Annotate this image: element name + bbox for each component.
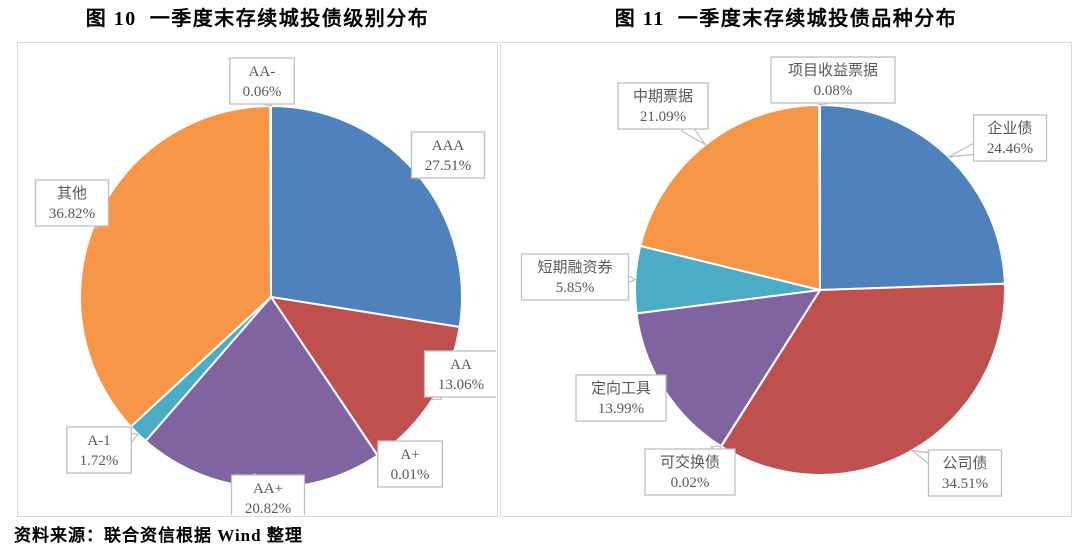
rating-distribution-pie-chart: AAA 27.51% AA 13.06% A+ 0.01% AA+ 20.82% A-1 1.72… [34,57,496,515]
callout-label-其他: 其他 36.82% [49,185,95,222]
callout-box-定向工具 [575,374,667,422]
callout-label-项目收益票据: 项目收益票据 0.08% [788,62,878,99]
callout-label-可交换债: 可交换债 0.02% [660,453,720,491]
callout-label-中期票据: 中期票据 21.09% [633,88,693,125]
bond-type-distribution-pie-chart: 企业债 24.46% 公司债 34.51% 可交换债 0.02%定向工具 13.99% 短期融… [520,56,1048,497]
callout-box-AA+ [230,474,306,515]
callout-box-AAA [410,131,486,179]
figure-titles-row: 图 10 一季度末存续城投债级别分布 图 11 一季度末存续城投债品种分布 [0,4,1080,38]
callout-label-AA: AA 13.06% [438,357,484,393]
callout-label-企业债: 企业债 24.46% [987,119,1033,157]
callout-box-项目收益票据 [770,56,896,104]
figure-11-chart-panel: 企业债 24.46% 公司债 34.51% 可交换债 0.02% 定向工具 13.99% 短期融… [500,42,1072,517]
callout-box-AA [423,350,496,398]
callout-label-A+: A+ 0.01% [391,447,430,483]
callout-label-AA+: AA+ 20.82% [245,481,291,515]
source-note: 资料来源：联合资信根据 Wind 整理 [14,526,303,545]
figure-10-chart-panel: AAA 27.51% AA 13.06% A+ 0.01% AA+ 20.82% A-1 1.72… [17,42,498,517]
callout-label-AA-: AA-0.06% [243,64,282,100]
callout-box-可交换债 [644,448,736,496]
callout-box-公司债 [927,449,1003,497]
pie-slice-AA- [269,104,272,298]
callout-box-A+ [377,440,443,488]
callout-label-AAA: AAA 27.51% [425,138,471,174]
callout-label-定向工具: 定向工具 13.99% [591,380,651,417]
callout-box-企业债 [972,114,1048,162]
pie-slice-项目收益票据 [818,103,821,291]
callout-label-短期融资券: 短期融资券 5.85% [537,259,612,296]
callout-box-中期票据 [617,82,709,130]
callout-box-AA- [229,57,295,105]
callout-label-A-1: A-1 1.72% [80,433,119,469]
callout-box-A-1 [66,426,132,474]
callout-box-其他 [34,179,110,227]
figure-11-title: 图 11 一季度末存续城投债品种分布 [614,8,958,30]
callout-box-短期融资券 [520,253,630,301]
figure-10-title: 图 10 一季度末存续城投债级别分布 [85,8,430,30]
callout-label-公司债: 公司债 34.51% [942,455,988,492]
